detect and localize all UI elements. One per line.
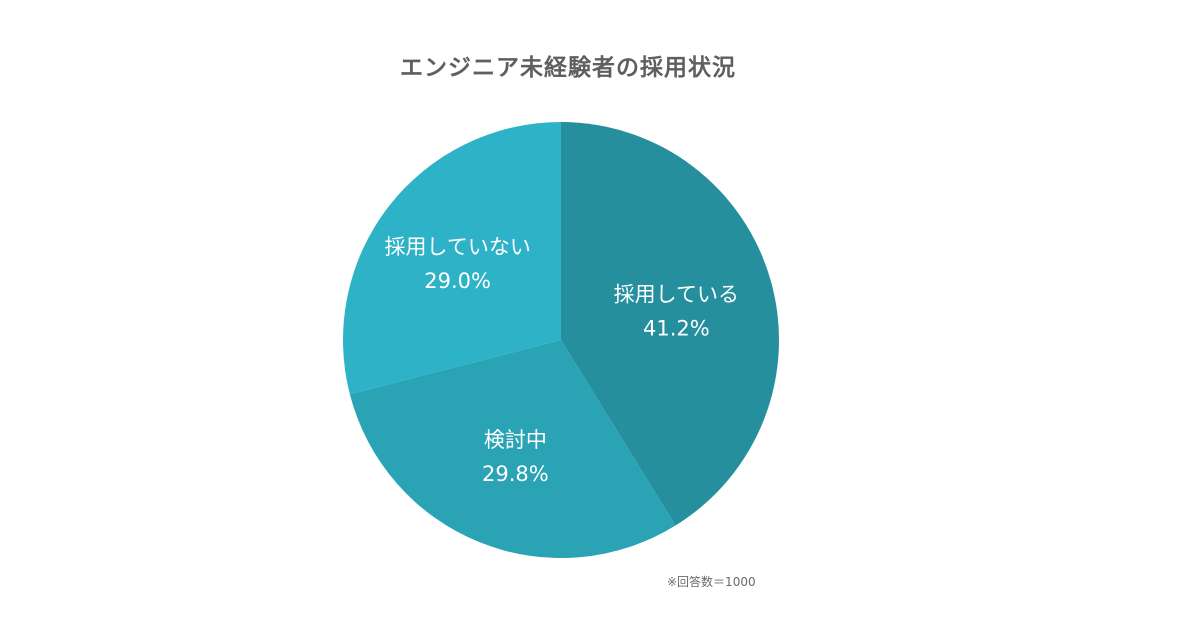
response-count-note: ※回答数＝1000 bbox=[667, 575, 756, 589]
pie-slice-1 bbox=[349, 340, 676, 558]
slice-label-1: 検討中 bbox=[484, 428, 547, 452]
slice-label-2: 採用していない bbox=[384, 235, 530, 259]
slice-value-label-0: 41.2% bbox=[643, 316, 710, 340]
chart-title: エンジニア未経験者の採用状況 bbox=[400, 55, 736, 81]
slice-value-label-2: 29.0% bbox=[424, 269, 491, 293]
slice-value-label-1: 29.8% bbox=[482, 462, 549, 486]
pie-slice-2 bbox=[343, 122, 561, 395]
pie-slice-0 bbox=[561, 122, 779, 526]
slice-label-0: 採用している bbox=[614, 282, 739, 306]
